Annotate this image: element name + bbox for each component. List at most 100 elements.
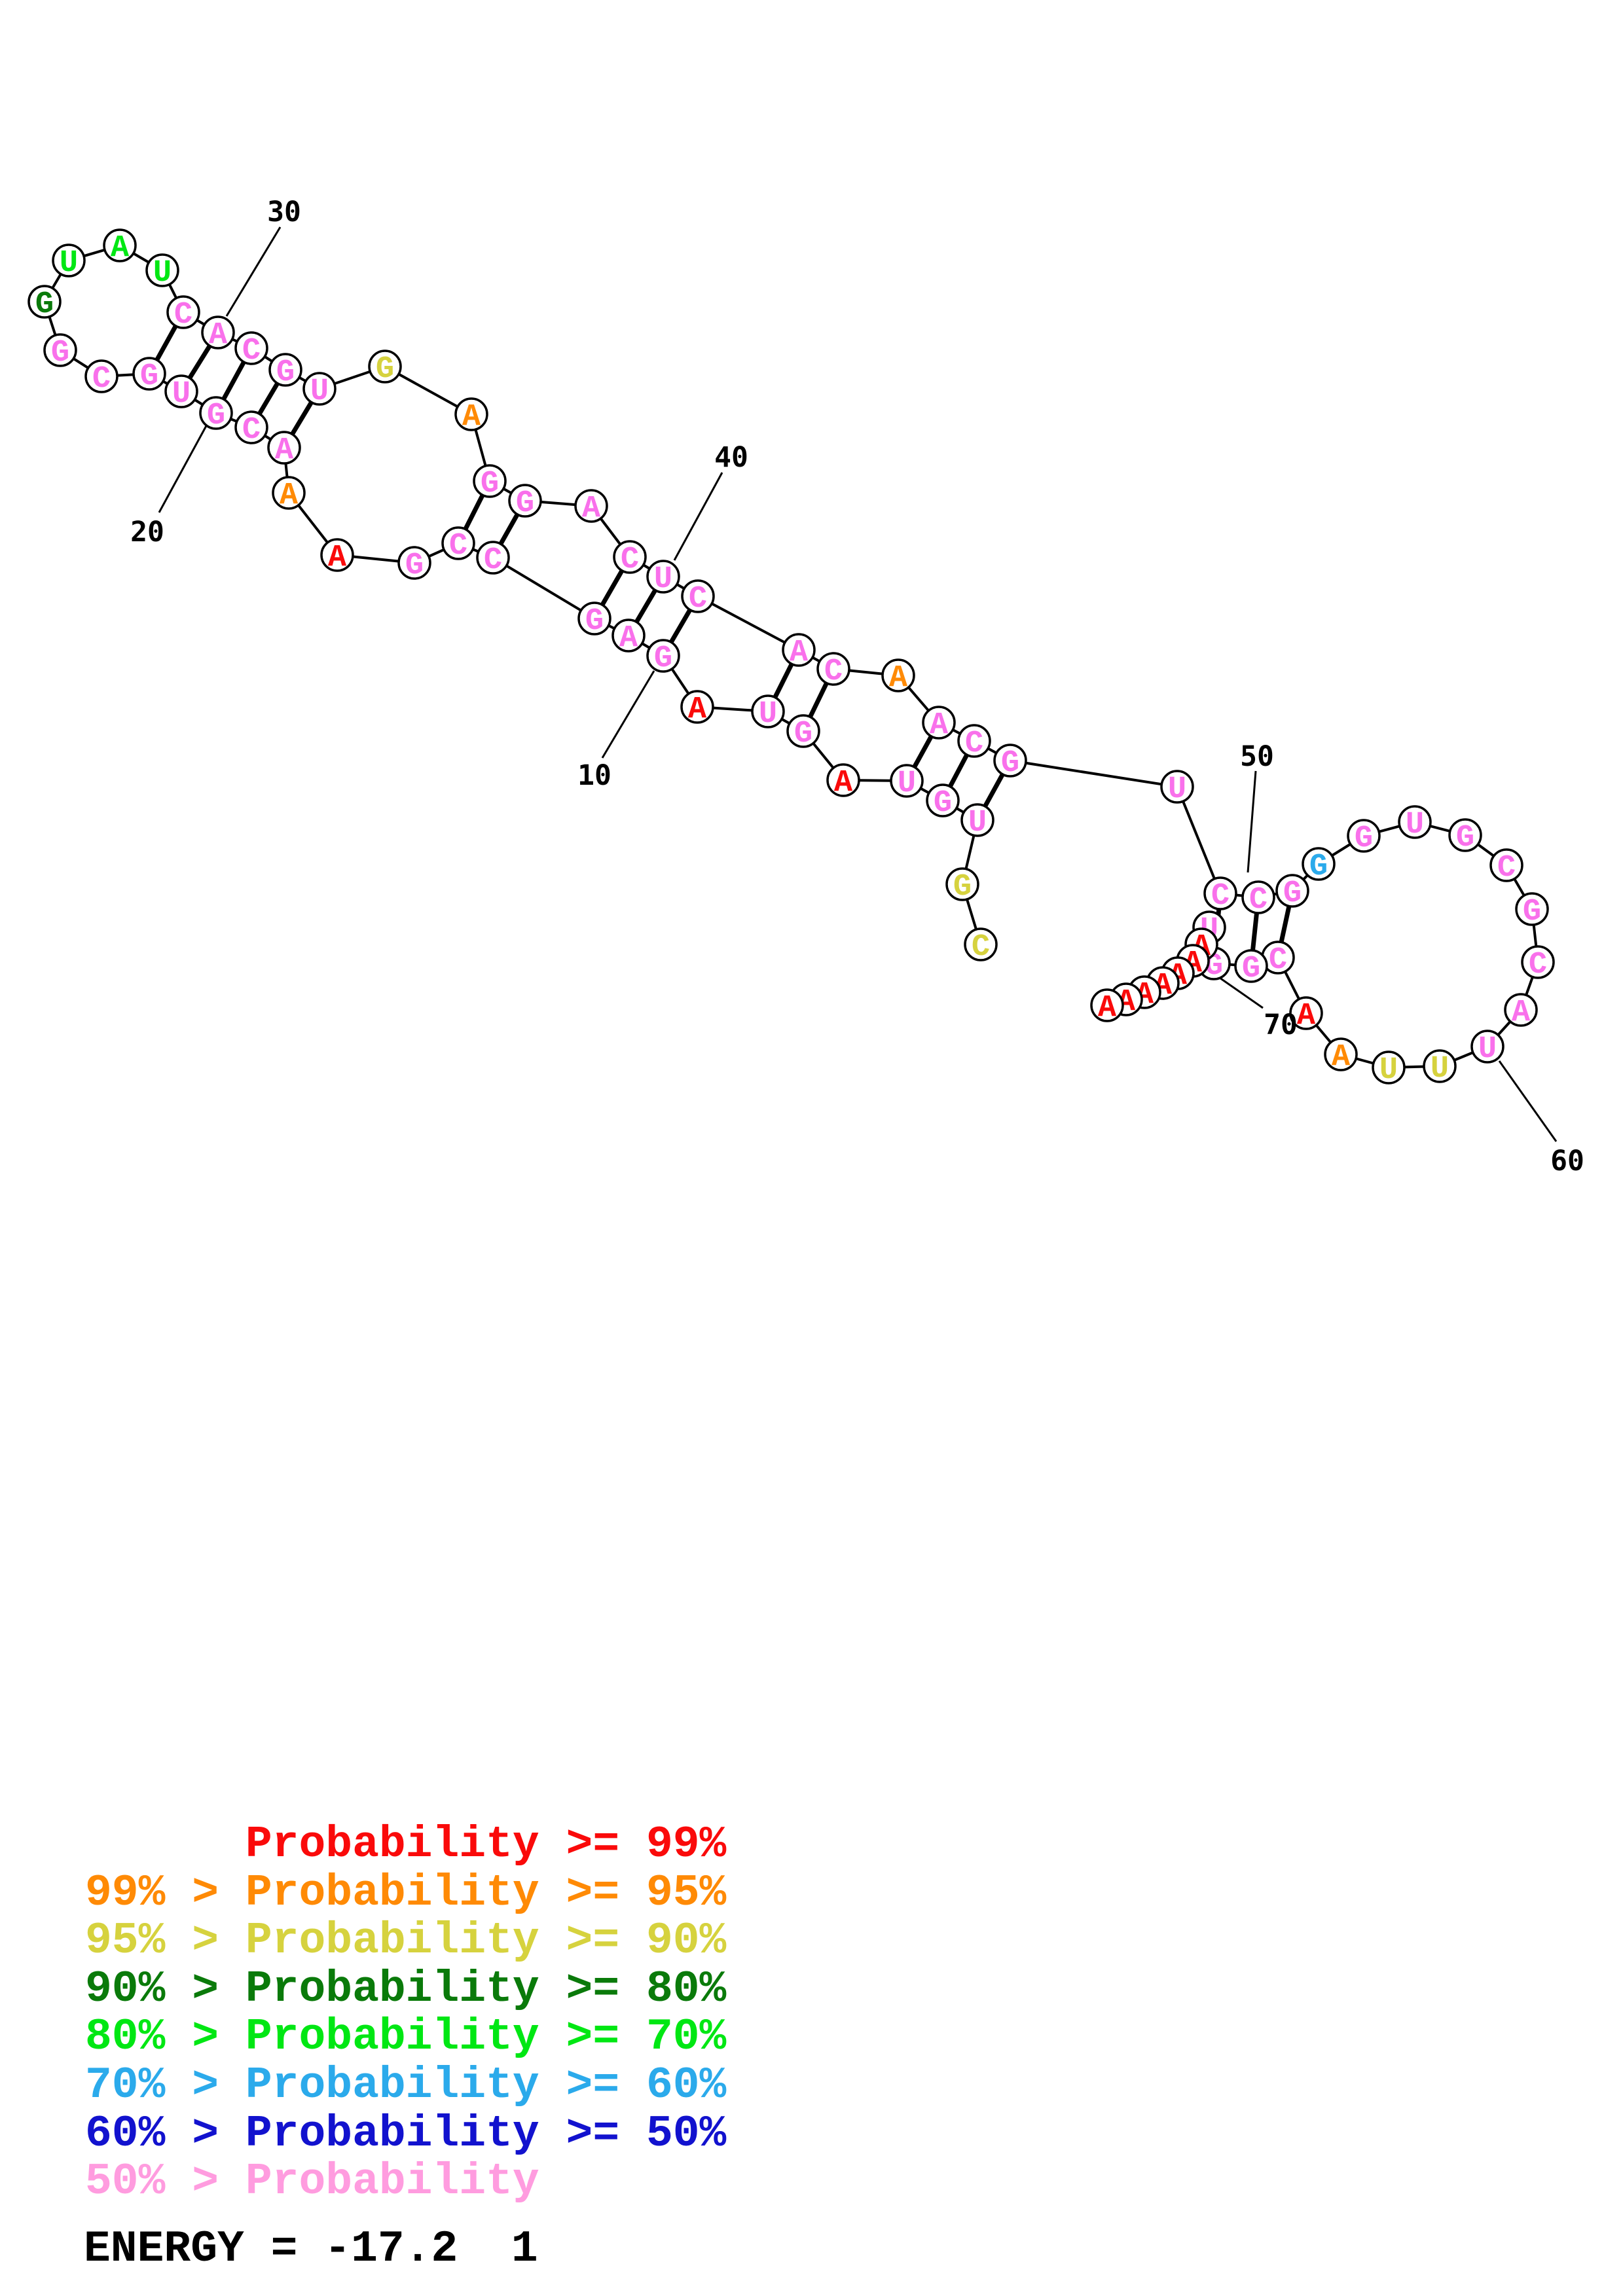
- nucleotide-66-G: [1234, 949, 1268, 983]
- nucleotide-32-G: [268, 353, 302, 387]
- nucleotide-6-A: [826, 763, 860, 797]
- legend-line-4: 90% > Probability >= 80%: [85, 1964, 727, 2015]
- pointer-line-30: [225, 226, 282, 317]
- nucleotide-letter-51: G: [1283, 876, 1302, 911]
- nucleotide-40-U: [646, 560, 680, 594]
- nucleotide-letter-53: G: [1355, 821, 1373, 856]
- nucleotide-31-C: [234, 331, 268, 365]
- nucleotide-letter-30: A: [209, 318, 228, 353]
- nucleotide-22-G: [132, 357, 166, 391]
- nucleotide-letter-13: C: [484, 543, 502, 578]
- nucleotide-2-G: [945, 867, 979, 901]
- nucleotide-47-G: [993, 744, 1027, 778]
- position-label-50: 50: [1240, 740, 1274, 773]
- legend-line-6: 70% > Probability >= 60%: [85, 2060, 727, 2111]
- nucleotide-letter-21: U: [172, 377, 191, 412]
- nucleotide-49-C: [1203, 876, 1237, 910]
- nucleotide-29-C: [166, 295, 200, 329]
- nucleotide-letter-38: A: [582, 492, 601, 526]
- nucleotide-42-A: [782, 633, 816, 667]
- nucleotide-55-G: [1448, 818, 1482, 852]
- nucleotide-18-A: [267, 431, 301, 465]
- nucleotide-letter-43: C: [824, 655, 843, 689]
- nucleotide-59-A: [1504, 993, 1538, 1027]
- nucleotide-16-A: [320, 538, 354, 572]
- nucleotide-letter-18: A: [275, 433, 294, 468]
- nucleotide-51-G: [1275, 874, 1309, 908]
- nucleotide-61-U: [1423, 1049, 1457, 1083]
- nucleotide-43-C: [816, 652, 850, 686]
- nucleotide-letter-20: G: [207, 399, 225, 433]
- nucleotide-letter-27: A: [111, 231, 130, 266]
- nucleotide-33-U: [302, 372, 337, 406]
- nucleotide-letter-22: G: [140, 359, 158, 394]
- nucleotide-letter-40: U: [654, 562, 672, 597]
- nucleotide-letter-1: C: [972, 930, 990, 965]
- nucleotide-letter-14: C: [449, 529, 467, 564]
- nucleotide-44-A: [881, 658, 915, 692]
- nucleotide-letter-3: U: [968, 806, 987, 840]
- nucleotide-letter-26: U: [60, 246, 78, 281]
- backbone-link-41-42: [697, 595, 799, 651]
- nucleotide-letter-47: G: [1001, 746, 1019, 781]
- nucleotide-letter-54: U: [1406, 808, 1424, 842]
- nucleotide-41-C: [681, 579, 715, 613]
- nucleotide-26-U: [52, 243, 86, 278]
- nucleotide-75-A: [1090, 988, 1124, 1022]
- nucleotide-27-A: [103, 228, 137, 262]
- nucleotide-36-G: [473, 464, 507, 498]
- nucleotide-45-A: [922, 706, 956, 740]
- nucleotide-57-G: [1515, 892, 1549, 926]
- pointer-line-10: [601, 670, 655, 759]
- nucleotide-letter-58: C: [1529, 948, 1547, 982]
- nucleotide-30-A: [201, 315, 235, 350]
- nucleotide-letter-4: G: [934, 786, 952, 821]
- nucleotide-34-G: [368, 350, 402, 384]
- nucleotide-letter-29: C: [174, 298, 192, 332]
- nucleotide-19-C: [234, 410, 268, 444]
- nucleotide-letter-12: G: [585, 604, 604, 639]
- nucleotide-letter-25: G: [35, 287, 54, 322]
- nucleotide-35-A: [454, 397, 488, 431]
- nucleotide-letter-16: A: [328, 541, 347, 575]
- nucleotide-8-U: [751, 694, 785, 728]
- legend-line-5: 80% > Probability >= 70%: [85, 2012, 727, 2063]
- nucleotide-letter-8: U: [759, 697, 777, 732]
- nucleotide-letter-56: C: [1497, 851, 1516, 886]
- nucleotide-60-U: [1470, 1030, 1504, 1064]
- nucleotide-52-G: [1302, 847, 1336, 881]
- nucleotide-letter-19: C: [242, 413, 261, 448]
- nucleotide-letter-57: G: [1523, 895, 1541, 929]
- nucleotide-letter-15: G: [405, 548, 424, 583]
- legend-line-8: 50% > Probability: [85, 2157, 539, 2208]
- nucleotide-letter-10: G: [654, 641, 672, 676]
- nucleotide-21-U: [164, 374, 198, 408]
- nucleotide-letter-61: U: [1431, 1052, 1449, 1086]
- backbone-link-48-49: [1176, 786, 1222, 894]
- backbone-link-12-13: [492, 556, 596, 620]
- nucleotide-62-U: [1372, 1050, 1406, 1085]
- nucleotide-letter-36: G: [481, 467, 499, 501]
- nucleotide-letter-37: G: [516, 486, 534, 521]
- nucleotide-letter-41: C: [689, 582, 707, 617]
- pointer-line-20: [158, 423, 209, 513]
- nucleotide-3-U: [960, 803, 994, 837]
- position-label-40: 40: [714, 441, 748, 474]
- nucleotide-letter-66: G: [1242, 952, 1260, 986]
- nucleotide-letter-17: A: [280, 478, 299, 513]
- nucleotide-64-A: [1289, 996, 1323, 1030]
- nucleotide-letter-59: A: [1512, 996, 1531, 1030]
- nucleotide-24-G: [43, 333, 77, 367]
- nucleotide-letter-50: C: [1249, 883, 1267, 918]
- nucleotide-letter-5: U: [898, 766, 916, 801]
- nucleotide-letter-39: C: [621, 543, 639, 577]
- pointer-line-50: [1247, 770, 1257, 873]
- nucleotide-14-C: [441, 526, 475, 560]
- nucleotide-letter-33: U: [310, 374, 329, 409]
- nucleotide-39-C: [613, 540, 647, 574]
- position-label-60: 60: [1550, 1145, 1584, 1177]
- nucleotide-50-C: [1241, 880, 1275, 914]
- position-label-20: 20: [130, 516, 164, 548]
